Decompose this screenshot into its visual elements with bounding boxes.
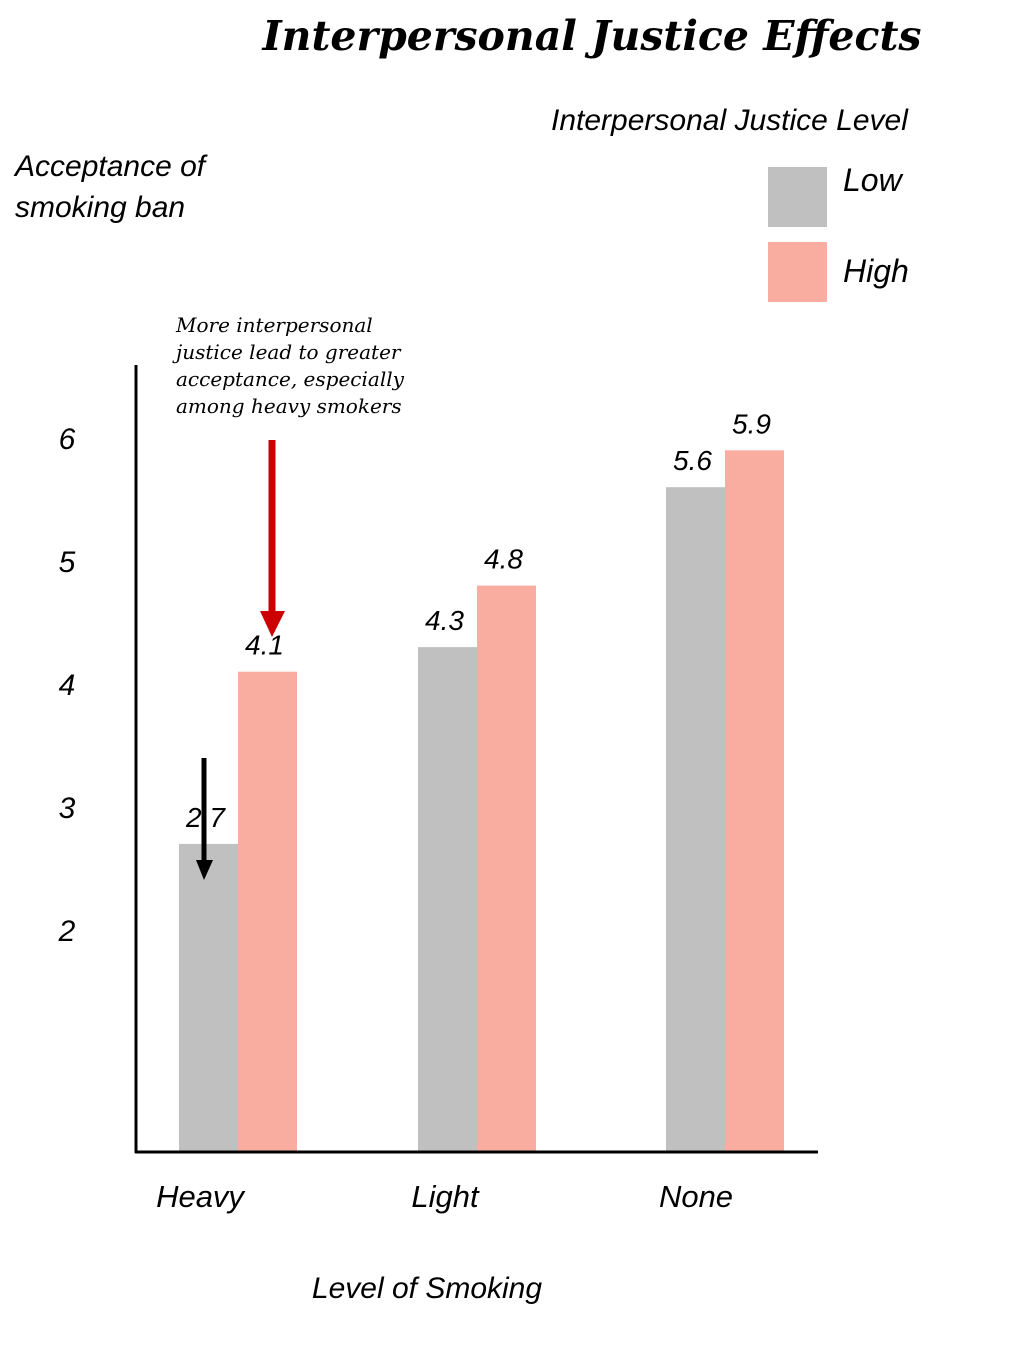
x-tick-label: Heavy [156,1179,246,1214]
black-arrow-head [196,860,213,880]
bar-value-label: 4.1 [245,630,284,661]
y-tick-label: 4 [59,669,76,702]
bar-value-label: 5.6 [673,445,712,476]
legend-title: Interpersonal Justice Level [551,104,909,137]
x-axis-ticks: Heavy Light None [156,1179,733,1214]
annotation-line-1: More interpersonal [175,313,373,337]
y-tick-label: 2 [58,915,76,948]
bar-value-labels: 2.74.14.34.85.65.9 [185,408,771,833]
annotation-line-2: justice lead to greater [172,340,402,364]
y-axis-label-line-1: Acceptance of [13,150,208,183]
axes [134,365,818,1154]
legend: Low High [768,162,909,302]
legend-label-low: Low [843,162,904,198]
red-arrow-head [260,611,285,637]
y-tick-label: 5 [59,546,76,579]
annotation: More interpersonal justice lead to great… [172,313,405,418]
y-tick-label: 3 [59,792,76,825]
annotation-line-3: acceptance, especially [176,367,405,391]
bars [179,450,784,1151]
bar-low-none [666,487,725,1151]
x-tick-label: Light [411,1179,480,1214]
bar-value-label: 4.3 [425,605,464,636]
x-axis-title: Level of Smoking [312,1272,542,1305]
y-axis-label-line-2: smoking ban [15,191,185,224]
bar-value-label: 4.8 [484,544,523,575]
bar-value-label: 5.9 [732,408,771,439]
legend-label-high: High [843,253,909,289]
bar-high-light [477,585,536,1151]
black-arrow [196,758,213,880]
y-tick-label: 6 [59,423,76,456]
bar-high-heavy [238,671,297,1151]
annotation-line-4: among heavy smokers [176,394,402,418]
bar-low-heavy [179,843,238,1151]
bar-high-none [725,450,784,1151]
legend-swatch-low [768,167,827,227]
y-axis-ticks: 2 3 4 5 6 [58,423,76,948]
bar-low-light [418,647,477,1151]
red-arrow [260,440,285,637]
x-tick-label: None [659,1179,733,1214]
legend-swatch-high [768,242,827,302]
chart-title: Interpersonal Justice Effects [262,12,922,60]
